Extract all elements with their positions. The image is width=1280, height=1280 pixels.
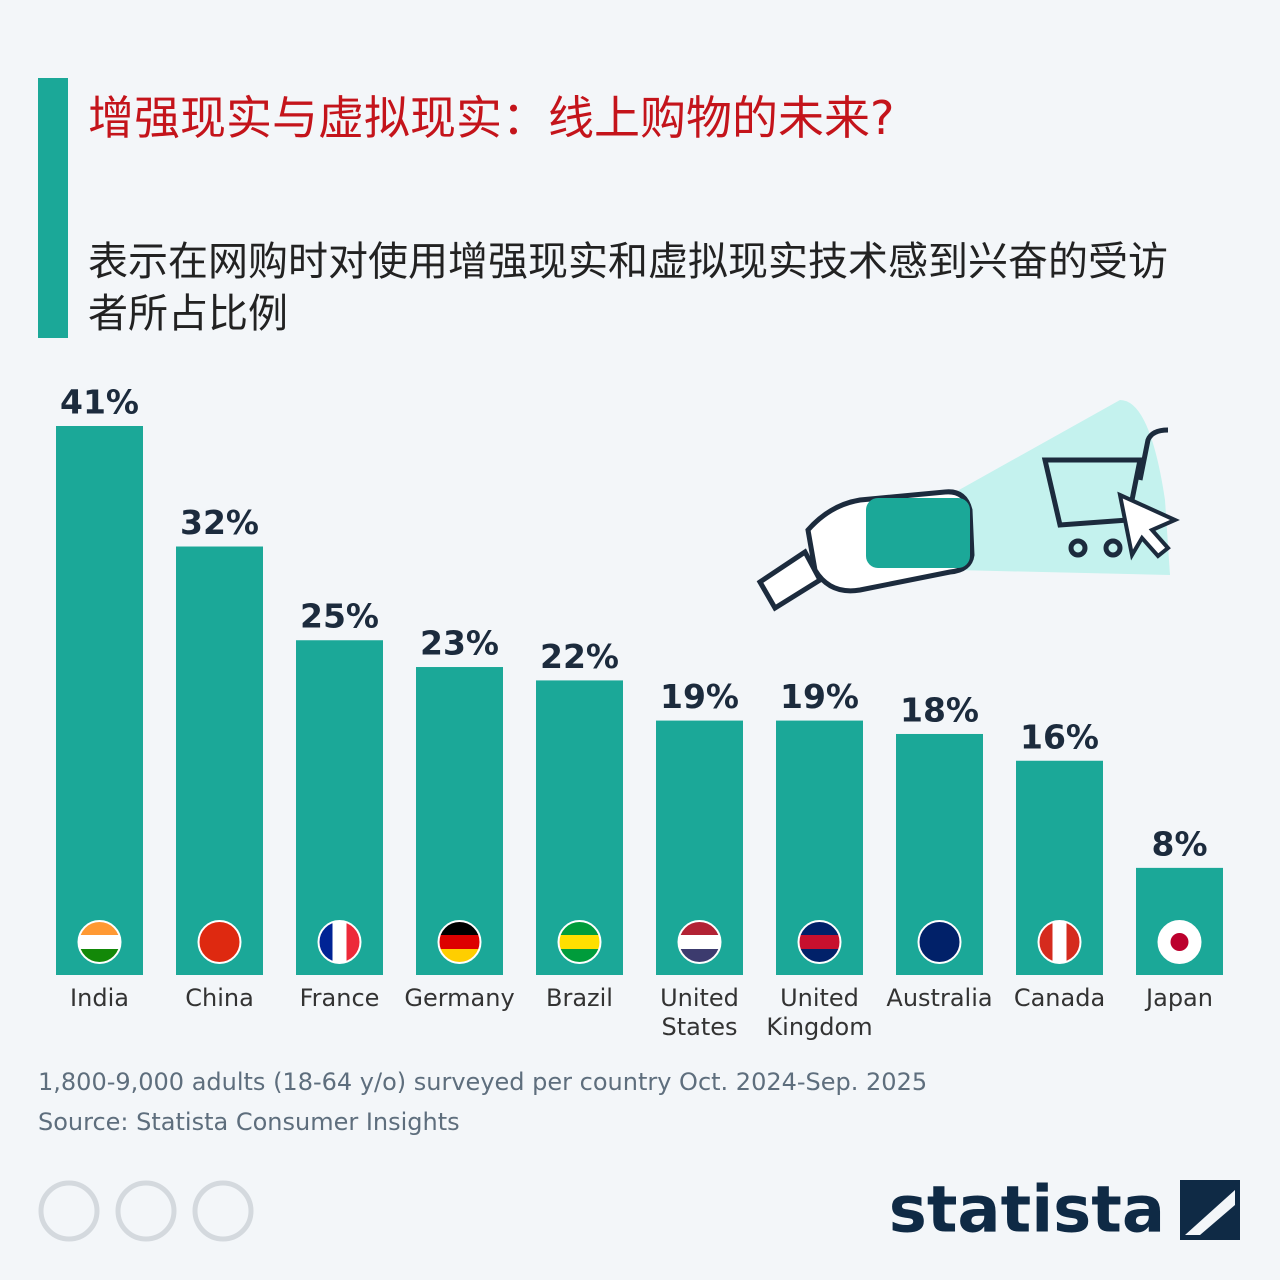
flag-stripe [438,935,481,950]
flag-rim [77,920,122,964]
flag-rim [437,920,482,964]
flag-stripe [918,935,961,950]
flag-rim [797,920,842,964]
category-label: Japan [1144,984,1213,1012]
category-label: Brazil [546,984,613,1012]
note: 1,800-9,000 adults (18-64 y/o) surveyed … [38,1068,927,1096]
value-label: 22% [540,637,619,676]
value-label: 16% [1020,717,1099,756]
value-label: 23% [420,624,499,663]
source: Source: Statista Consumer Insights [38,1108,460,1136]
chart-subtitle: 表示在网购时对使用增强现实和虚拟现实技术感到兴奋的受访者所占比例 [88,239,1168,337]
value-label: 25% [300,597,379,636]
category-label-line: United [660,984,739,1012]
license-icons [38,1180,254,1242]
category-label: India [70,984,129,1012]
flag-stripe [78,935,121,950]
category-label: Australia [886,984,992,1012]
category-label: Germany [404,984,514,1012]
value-label: 8% [1151,824,1207,863]
bar [296,640,383,975]
flag-rim [917,920,962,964]
flag-rim [557,920,602,964]
category-label: United States [660,984,739,1041]
flag-stripe [198,935,241,950]
flag-rim [317,920,362,964]
flag-stripe [332,921,347,963]
bar [56,426,143,975]
flag-stripe [558,935,601,950]
category-label: Canada [1014,984,1105,1012]
brand-mark [1180,1180,1240,1240]
brand: statista [889,1174,1165,1248]
value-label: 19% [780,677,859,716]
category-label: China [185,984,254,1012]
flag-stripe [1052,921,1067,963]
bar [176,546,263,975]
accent-bar [38,78,68,338]
flag-rim [197,920,242,964]
value-label: 19% [660,677,739,716]
flag-stripe [678,935,721,950]
value-label: 32% [180,503,259,542]
category-label-line: Kingdom [766,1013,872,1041]
chart-title: 增强现实与虚拟现实：线上购物的未来? [88,91,895,145]
flag-stripe [798,935,841,950]
value-label: 41% [60,383,139,422]
category-label: United Kingdom [766,984,872,1041]
category-label: France [300,984,380,1012]
flag-sun [1170,933,1189,951]
flag-rim [677,920,722,964]
category-label-line: States [661,1013,737,1041]
category-label-line: United [780,984,859,1012]
flag-rim [1037,920,1082,964]
flag-rim [1157,920,1202,964]
vr-illustration [756,400,1180,612]
value-label: 18% [900,690,979,729]
